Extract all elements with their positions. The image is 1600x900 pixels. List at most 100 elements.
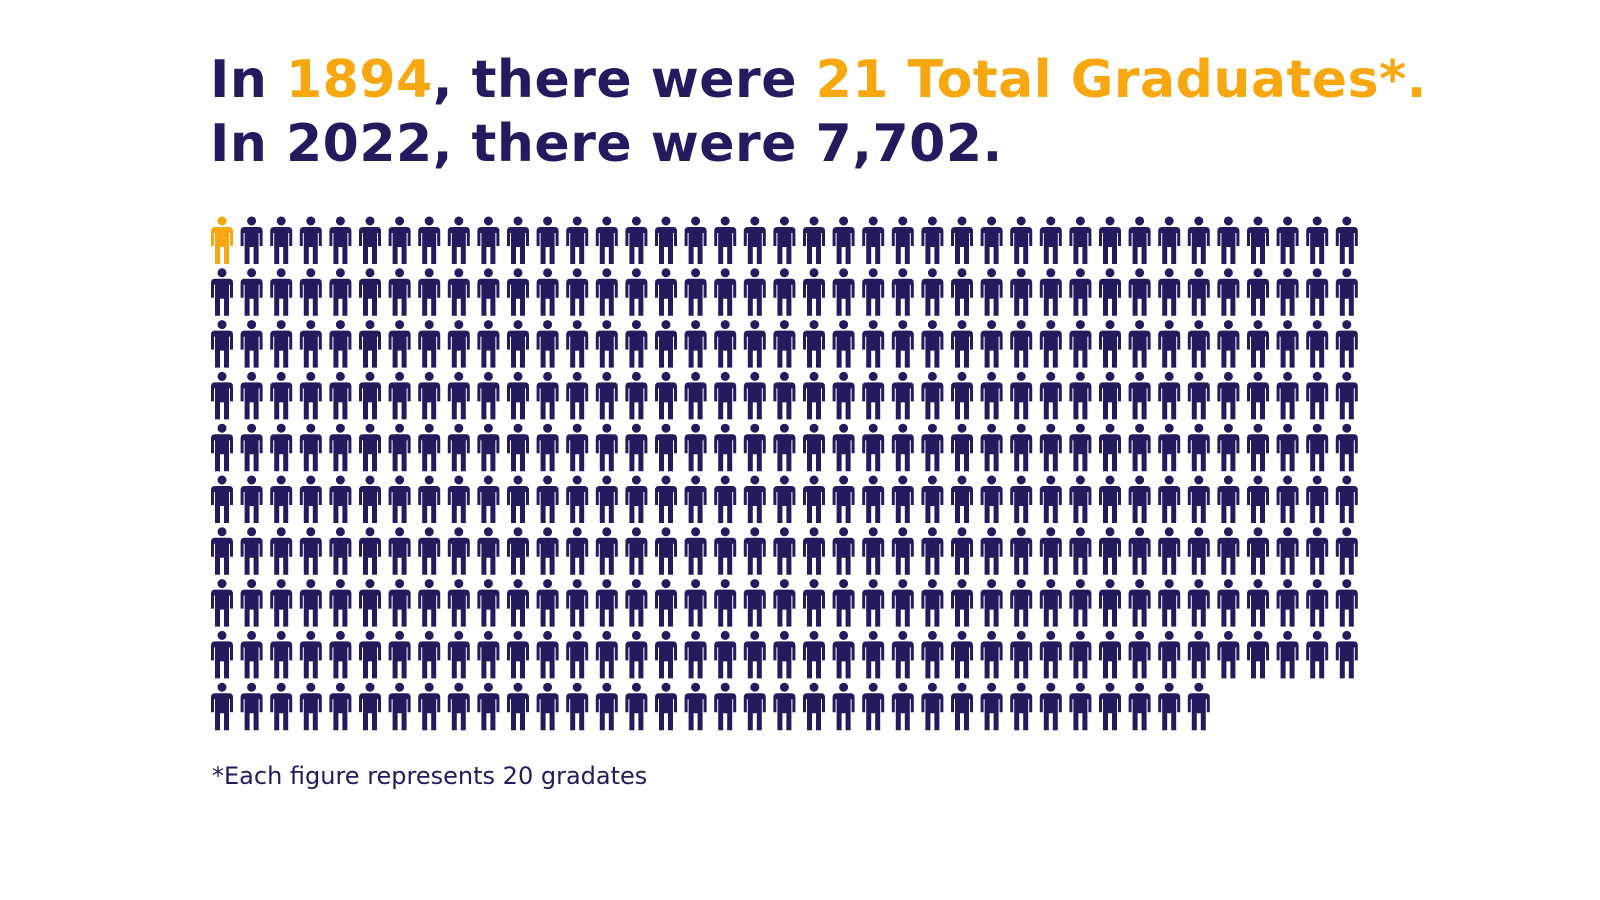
figure xyxy=(1187,268,1210,316)
figure xyxy=(388,579,411,627)
figure xyxy=(359,423,381,472)
figure xyxy=(211,423,233,472)
figure xyxy=(447,423,470,472)
figure xyxy=(566,371,589,420)
figure xyxy=(270,268,293,316)
figure xyxy=(359,216,381,264)
figure xyxy=(891,579,914,627)
figure xyxy=(1158,268,1181,316)
figure xyxy=(418,423,441,472)
figure xyxy=(862,630,885,679)
figure xyxy=(1128,682,1151,731)
figure xyxy=(1335,475,1358,523)
figure xyxy=(507,320,529,368)
figure xyxy=(891,423,914,472)
figure xyxy=(655,216,677,264)
figure xyxy=(447,216,470,264)
figure xyxy=(270,423,293,472)
figure xyxy=(1276,527,1299,575)
figure xyxy=(1158,682,1181,731)
figure xyxy=(1039,682,1062,731)
figure xyxy=(1335,423,1358,472)
figure xyxy=(536,579,559,627)
figure xyxy=(359,475,381,523)
figure xyxy=(1128,527,1151,575)
figure xyxy=(980,216,1003,264)
figure xyxy=(1039,475,1062,523)
figure xyxy=(1010,423,1033,472)
figure xyxy=(359,579,381,627)
figure xyxy=(1099,216,1121,264)
figure xyxy=(1069,630,1092,679)
figure xyxy=(684,682,707,731)
figure xyxy=(507,371,529,420)
figure xyxy=(240,682,263,731)
figure xyxy=(1128,423,1151,472)
figure xyxy=(388,423,411,472)
figure xyxy=(595,371,618,420)
figure xyxy=(773,423,796,472)
figure xyxy=(1069,527,1092,575)
figure xyxy=(566,475,589,523)
figure xyxy=(1306,320,1329,368)
figure xyxy=(270,371,293,420)
title-highlight: 1894 xyxy=(285,50,433,110)
figure xyxy=(951,423,973,472)
figure xyxy=(1306,268,1329,316)
figure xyxy=(714,268,737,316)
figure xyxy=(714,216,737,264)
figure xyxy=(566,216,589,264)
figure xyxy=(832,268,855,316)
figure xyxy=(240,320,263,368)
figure xyxy=(270,579,293,627)
figure xyxy=(1335,579,1358,627)
figure xyxy=(1010,682,1033,731)
figure xyxy=(1039,371,1062,420)
figure xyxy=(951,682,973,731)
title-line-2: In 2022, there were 7,702. xyxy=(210,114,1003,174)
figure xyxy=(803,475,825,523)
figure xyxy=(684,579,707,627)
figure xyxy=(832,579,855,627)
figure xyxy=(507,579,529,627)
figure xyxy=(714,423,737,472)
figure xyxy=(803,371,825,420)
figure xyxy=(1039,268,1062,316)
figure xyxy=(714,320,737,368)
figure xyxy=(625,682,648,731)
figure xyxy=(1039,527,1062,575)
figure xyxy=(980,268,1003,316)
figure xyxy=(211,527,233,575)
figure xyxy=(1247,527,1269,575)
figure xyxy=(1128,320,1151,368)
figure xyxy=(507,527,529,575)
figure xyxy=(329,475,352,523)
figure xyxy=(655,682,677,731)
figure xyxy=(714,527,737,575)
figure xyxy=(1276,423,1299,472)
figure xyxy=(240,527,263,575)
figure xyxy=(418,320,441,368)
figure xyxy=(418,682,441,731)
figure xyxy=(536,630,559,679)
figure xyxy=(625,216,648,264)
figure xyxy=(507,423,529,472)
figure xyxy=(803,320,825,368)
figure xyxy=(299,475,322,523)
figure xyxy=(921,423,944,472)
figure xyxy=(1099,682,1121,731)
figure xyxy=(625,475,648,523)
figure xyxy=(1099,268,1121,316)
figure xyxy=(980,579,1003,627)
figure xyxy=(743,320,766,368)
figure xyxy=(625,320,648,368)
figure xyxy=(921,268,944,316)
figure xyxy=(240,630,263,679)
figure xyxy=(329,527,352,575)
figure xyxy=(862,579,885,627)
figure xyxy=(270,682,293,731)
figure xyxy=(447,579,470,627)
figure xyxy=(566,423,589,472)
figure xyxy=(418,216,441,264)
